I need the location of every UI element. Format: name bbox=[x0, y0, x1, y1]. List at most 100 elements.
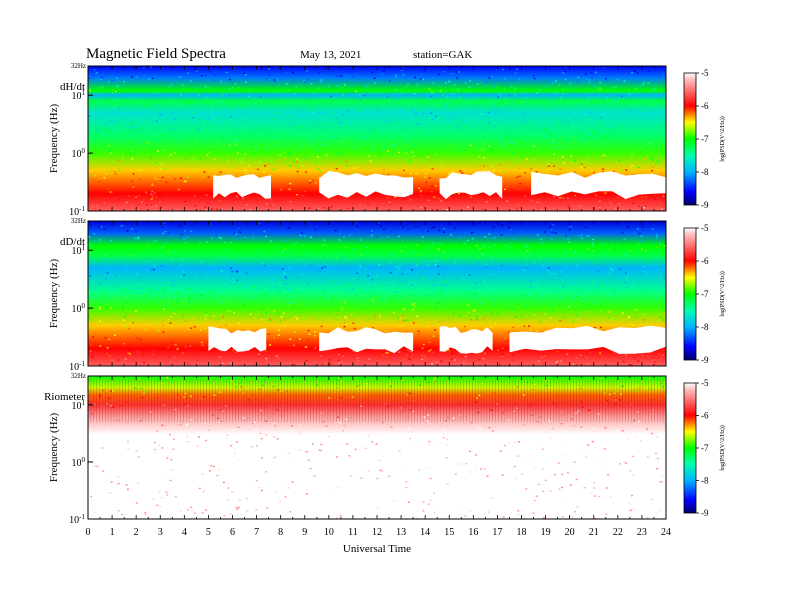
psd-speckle bbox=[348, 284, 351, 286]
psd-speckle bbox=[329, 276, 332, 278]
psd-speckle bbox=[100, 314, 103, 316]
psd-speckle bbox=[100, 76, 103, 78]
psd-speckle bbox=[412, 322, 415, 324]
psd-speckle bbox=[583, 201, 585, 204]
psd-speckle bbox=[660, 276, 662, 278]
psd-speckle bbox=[574, 152, 577, 154]
psd-speckle bbox=[547, 119, 550, 122]
psd-speckle bbox=[572, 125, 575, 127]
psd-speckle bbox=[482, 246, 485, 248]
psd-speckle bbox=[472, 492, 475, 494]
psd-speckle bbox=[512, 238, 515, 240]
psd-speckle bbox=[629, 253, 632, 256]
psd-speckle bbox=[431, 351, 434, 354]
psd-speckle bbox=[179, 380, 182, 382]
psd-speckle bbox=[578, 75, 581, 77]
psd-speckle bbox=[201, 512, 204, 514]
psd-speckle bbox=[94, 133, 97, 135]
psd-speckle bbox=[460, 463, 463, 465]
psd-speckle bbox=[490, 497, 493, 499]
psd-speckle bbox=[567, 241, 570, 243]
psd-speckle bbox=[586, 303, 589, 305]
psd-speckle bbox=[332, 304, 335, 306]
psd-speckle bbox=[180, 233, 183, 236]
psd-speckle bbox=[369, 231, 372, 234]
psd-speckle bbox=[422, 344, 425, 346]
psd-speckle bbox=[523, 294, 526, 297]
psd-speckle bbox=[614, 207, 617, 210]
psd-speckle bbox=[629, 470, 632, 472]
psd-speckle bbox=[296, 158, 298, 160]
psd-speckle bbox=[403, 308, 406, 310]
y-tick-label: 101 bbox=[72, 244, 86, 257]
psd-speckle bbox=[522, 394, 525, 396]
psd-speckle bbox=[641, 248, 644, 250]
psd-speckle bbox=[427, 503, 430, 505]
psd-speckle bbox=[181, 84, 184, 86]
psd-speckle bbox=[551, 92, 554, 94]
psd-speckle bbox=[194, 138, 197, 140]
saturated-region bbox=[208, 326, 267, 352]
psd-speckle bbox=[316, 318, 319, 321]
psd-speckle bbox=[282, 151, 285, 153]
psd-speckle bbox=[412, 400, 415, 402]
psd-speckle bbox=[124, 289, 126, 291]
psd-speckle bbox=[230, 379, 233, 382]
psd-speckle bbox=[639, 440, 642, 442]
psd-speckle bbox=[455, 125, 458, 127]
spectrogram-texture bbox=[88, 376, 666, 519]
psd-speckle bbox=[385, 355, 388, 358]
psd-speckle bbox=[602, 99, 605, 102]
psd-speckle bbox=[401, 486, 404, 488]
psd-speckle bbox=[224, 115, 227, 117]
psd-speckle bbox=[425, 295, 428, 297]
psd-speckle bbox=[307, 459, 310, 461]
psd-speckle bbox=[438, 299, 441, 301]
psd-speckle bbox=[546, 85, 549, 88]
psd-speckle bbox=[107, 331, 110, 333]
psd-speckle bbox=[613, 292, 616, 294]
psd-speckle bbox=[428, 350, 431, 352]
psd-speckle bbox=[159, 114, 162, 116]
psd-speckle bbox=[306, 70, 309, 72]
psd-speckle bbox=[569, 248, 572, 250]
psd-speckle bbox=[226, 71, 228, 74]
psd-speckle bbox=[484, 444, 487, 446]
psd-speckle bbox=[489, 511, 492, 513]
psd-speckle bbox=[230, 166, 233, 169]
psd-speckle bbox=[636, 411, 639, 413]
psd-speckle bbox=[169, 154, 172, 156]
psd-speckle bbox=[457, 504, 460, 506]
psd-speckle bbox=[490, 409, 493, 411]
psd-speckle bbox=[617, 430, 619, 432]
psd-speckle bbox=[626, 143, 629, 146]
psd-speckle bbox=[284, 283, 287, 285]
psd-speckle bbox=[322, 387, 325, 390]
psd-speckle bbox=[191, 299, 194, 301]
psd-speckle bbox=[572, 143, 575, 145]
psd-speckle bbox=[490, 326, 493, 328]
psd-speckle bbox=[340, 397, 343, 399]
psd-speckle bbox=[277, 334, 280, 336]
psd-speckle bbox=[187, 441, 190, 443]
psd-speckle bbox=[259, 66, 262, 68]
psd-speckle bbox=[633, 232, 636, 235]
psd-speckle bbox=[129, 353, 131, 355]
psd-speckle bbox=[166, 306, 169, 309]
psd-speckle bbox=[152, 508, 155, 511]
psd-speckle bbox=[193, 67, 196, 69]
psd-speckle bbox=[415, 244, 418, 246]
psd-speckle bbox=[314, 347, 317, 349]
psd-speckle bbox=[265, 235, 268, 238]
psd-speckle bbox=[191, 293, 194, 296]
psd-speckle bbox=[202, 293, 205, 296]
colorbar-tick-label: -6 bbox=[701, 256, 709, 266]
psd-speckle bbox=[99, 178, 102, 180]
psd-speckle bbox=[244, 169, 247, 171]
psd-speckle bbox=[534, 136, 537, 138]
psd-speckle bbox=[597, 495, 600, 498]
psd-speckle bbox=[306, 474, 309, 476]
psd-speckle bbox=[108, 268, 111, 270]
y-tick-label: 100 bbox=[72, 302, 86, 315]
psd-speckle bbox=[480, 149, 482, 151]
